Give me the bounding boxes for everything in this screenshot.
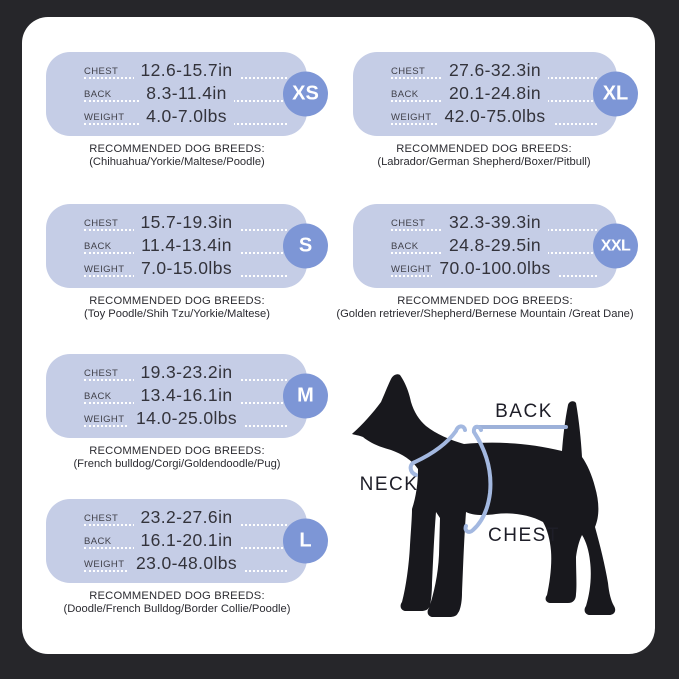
weight-label: WEIGHT [391, 264, 436, 275]
chest-label: CHEST [84, 218, 123, 229]
weight-row: WEIGHT 7.0-15.0lbs [84, 257, 289, 280]
dog-silhouette [352, 374, 616, 617]
back-label: BACK [84, 391, 116, 402]
back-row: BACK 8.3-11.4in [84, 82, 289, 105]
breeds-title: RECOMMENDED DOG BREEDS: [89, 590, 265, 602]
breeds-list: (Chihuahua/Yorkie/Maltese/Poodle) [89, 156, 265, 169]
weight-row: WEIGHT 70.0-100.0lbs [391, 257, 599, 280]
chest-row: CHEST 15.7-19.3in [84, 211, 289, 234]
breeds-title: RECOMMENDED DOG BREEDS: [89, 445, 265, 457]
chest-range: 15.7-19.3in [133, 211, 240, 234]
back-label: BACK [84, 89, 116, 100]
back-range: 8.3-11.4in [139, 82, 234, 105]
size-card-l: CHEST 23.2-27.6in BACK 16.1-20.1in WEIGH… [46, 499, 328, 583]
breeds-note: RECOMMENDED DOG BREEDS: (Golden retrieve… [335, 295, 635, 322]
breeds-note: RECOMMENDED DOG BREEDS: (Doodle/French B… [27, 590, 327, 617]
chest-range: 27.6-32.3in [442, 59, 548, 82]
weight-row: WEIGHT 4.0-7.0lbs [84, 105, 289, 128]
back-label: BACK [84, 536, 116, 547]
weight-range: 7.0-15.0lbs [134, 257, 239, 280]
chest-measure-line [463, 424, 493, 534]
chest-row: CHEST 27.6-32.3in [391, 59, 599, 82]
size-card-xl: CHEST 27.6-32.3in BACK 20.1-24.8in WEIGH… [353, 52, 638, 136]
dog-measurement-diagram: BACK NECK CHEST [340, 365, 640, 625]
breeds-note: RECOMMENDED DOG BREEDS: (Chihuahua/Yorki… [27, 143, 327, 170]
size-card-xs: CHEST 12.6-15.7in BACK 8.3-11.4in WEIGHT… [46, 52, 328, 136]
back-range: 20.1-24.8in [442, 82, 548, 105]
dog-silhouette-graphic [352, 374, 616, 617]
size-badge-l: L [283, 518, 328, 564]
size-badge-s: S [283, 223, 328, 269]
chest-label: CHEST [84, 368, 123, 379]
weight-range: 23.0-48.0lbs [128, 552, 245, 575]
size-block-s: CHEST 15.7-19.3in BACK 11.4-13.4in WEIGH… [46, 204, 328, 322]
back-range: 16.1-20.1in [133, 529, 240, 552]
breeds-list: (Doodle/French Bulldog/Border Collie/Poo… [63, 603, 291, 616]
breeds-list: (Labrador/German Shepherd/Boxer/Pitbull) [377, 156, 591, 169]
weight-label: WEIGHT [84, 559, 129, 570]
chest-label: CHEST [84, 513, 123, 524]
size-card-xxl: CHEST 32.3-39.3in BACK 24.8-29.5in WEIGH… [353, 204, 638, 288]
size-block-xl: CHEST 27.6-32.3in BACK 20.1-24.8in WEIGH… [353, 52, 638, 170]
back-row: BACK 16.1-20.1in [84, 529, 289, 552]
weight-label: WEIGHT [391, 112, 436, 123]
size-block-xxl: CHEST 32.3-39.3in BACK 24.8-29.5in WEIGH… [336, 204, 638, 322]
chest-range: 32.3-39.3in [442, 211, 548, 234]
weight-row: WEIGHT 14.0-25.0lbs [84, 407, 289, 430]
back-range: 24.8-29.5in [442, 234, 548, 257]
chest-label: CHEST [391, 218, 430, 229]
weight-label: WEIGHT [84, 112, 129, 123]
chest-range: 19.3-23.2in [133, 361, 240, 384]
chest-range: 12.6-15.7in [133, 59, 240, 82]
size-card-s: CHEST 15.7-19.3in BACK 11.4-13.4in WEIGH… [46, 204, 328, 288]
weight-row: WEIGHT 23.0-48.0lbs [84, 552, 289, 575]
size-badge-xs: XS [283, 71, 328, 117]
back-row: BACK 11.4-13.4in [84, 234, 289, 257]
weight-range: 70.0-100.0lbs [432, 257, 558, 280]
size-block-l: CHEST 23.2-27.6in BACK 16.1-20.1in WEIGH… [46, 499, 328, 617]
size-badge-m: M [283, 373, 328, 419]
size-badge-xl: XL [593, 71, 638, 117]
back-diagram-label: BACK [495, 401, 553, 422]
back-label: BACK [84, 241, 116, 252]
breeds-list: (French bulldog/Corgi/Goldendoodle/Pug) [73, 458, 281, 471]
weight-row: WEIGHT 42.0-75.0lbs [391, 105, 599, 128]
back-range: 13.4-16.1in [133, 384, 240, 407]
chest-row: CHEST 32.3-39.3in [391, 211, 599, 234]
breeds-title: RECOMMENDED DOG BREEDS: [397, 295, 573, 307]
chest-label: CHEST [391, 66, 430, 77]
neck-diagram-label: NECK [359, 474, 419, 495]
back-row: BACK 13.4-16.1in [84, 384, 289, 407]
chest-diagram-label: CHEST [488, 525, 560, 546]
breeds-list: (Toy Poodle/Shih Tzu/Yorkie/Maltese) [84, 308, 270, 321]
size-block-m: CHEST 19.3-23.2in BACK 13.4-16.1in WEIGH… [46, 354, 328, 472]
weight-label: WEIGHT [84, 264, 129, 275]
chest-row: CHEST 12.6-15.7in [84, 59, 289, 82]
back-row: BACK 20.1-24.8in [391, 82, 599, 105]
weight-range: 42.0-75.0lbs [437, 105, 553, 128]
weight-label: WEIGHT [84, 414, 129, 425]
breeds-title: RECOMMENDED DOG BREEDS: [396, 143, 572, 155]
weight-range: 14.0-25.0lbs [128, 407, 245, 430]
back-row: BACK 24.8-29.5in [391, 234, 599, 257]
chest-label: CHEST [84, 66, 123, 77]
breeds-note: RECOMMENDED DOG BREEDS: (French bulldog/… [27, 445, 327, 472]
breeds-title: RECOMMENDED DOG BREEDS: [89, 295, 265, 307]
neck-measure-line [408, 424, 467, 477]
breeds-list: (Golden retriever/Shepherd/Bernese Mount… [336, 308, 634, 321]
size-badge-xxl: XXL [593, 223, 638, 269]
back-label: BACK [391, 89, 423, 100]
chest-row: CHEST 23.2-27.6in [84, 506, 289, 529]
size-card-m: CHEST 19.3-23.2in BACK 13.4-16.1in WEIGH… [46, 354, 328, 438]
size-block-xs: CHEST 12.6-15.7in BACK 8.3-11.4in WEIGHT… [46, 52, 328, 170]
chest-range: 23.2-27.6in [133, 506, 240, 529]
breeds-title: RECOMMENDED DOG BREEDS: [89, 143, 265, 155]
breeds-note: RECOMMENDED DOG BREEDS: (Toy Poodle/Shih… [27, 295, 327, 322]
chest-row: CHEST 19.3-23.2in [84, 361, 289, 384]
back-range: 11.4-13.4in [134, 234, 239, 257]
breeds-note: RECOMMENDED DOG BREEDS: (Labrador/German… [334, 143, 634, 170]
weight-range: 4.0-7.0lbs [139, 105, 234, 128]
back-label: BACK [391, 241, 423, 252]
